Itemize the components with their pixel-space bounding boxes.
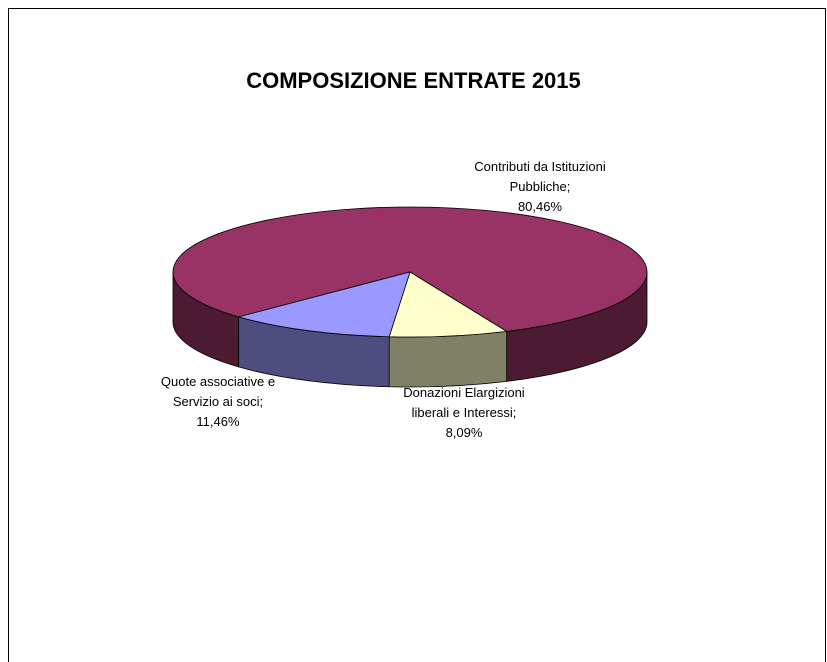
data-label: Donazioni Elargizioni liberali e Interes… [389, 383, 539, 443]
chart-title: COMPOSIZIONE ENTRATE 2015 [246, 68, 581, 93]
pie-slice [237, 271, 411, 338]
data-label-value: 80,46% [517, 199, 563, 214]
data-label-separator: ; [512, 405, 517, 420]
data-label: Quote associative e Servizio ai soci; 11,… [151, 372, 286, 432]
data-label: Contributi da Istituzioni Pubbliche; 80,4… [470, 157, 610, 217]
data-label-category: Quote associative e Servizio ai soci [160, 374, 276, 409]
data-label-category: Donazioni Elargizioni liberali e Interes… [403, 385, 525, 420]
data-label-separator: ; [259, 394, 264, 409]
pie-slice-side [388, 330, 508, 388]
data-label-value: 11,46% [196, 414, 240, 429]
data-label-separator: ; [566, 179, 571, 194]
data-label-category: Contributi da Istituzioni Pubbliche [474, 159, 606, 194]
data-label-value: 8,09% [445, 425, 483, 440]
pie-slice [172, 206, 648, 332]
pie-slice [388, 271, 508, 338]
